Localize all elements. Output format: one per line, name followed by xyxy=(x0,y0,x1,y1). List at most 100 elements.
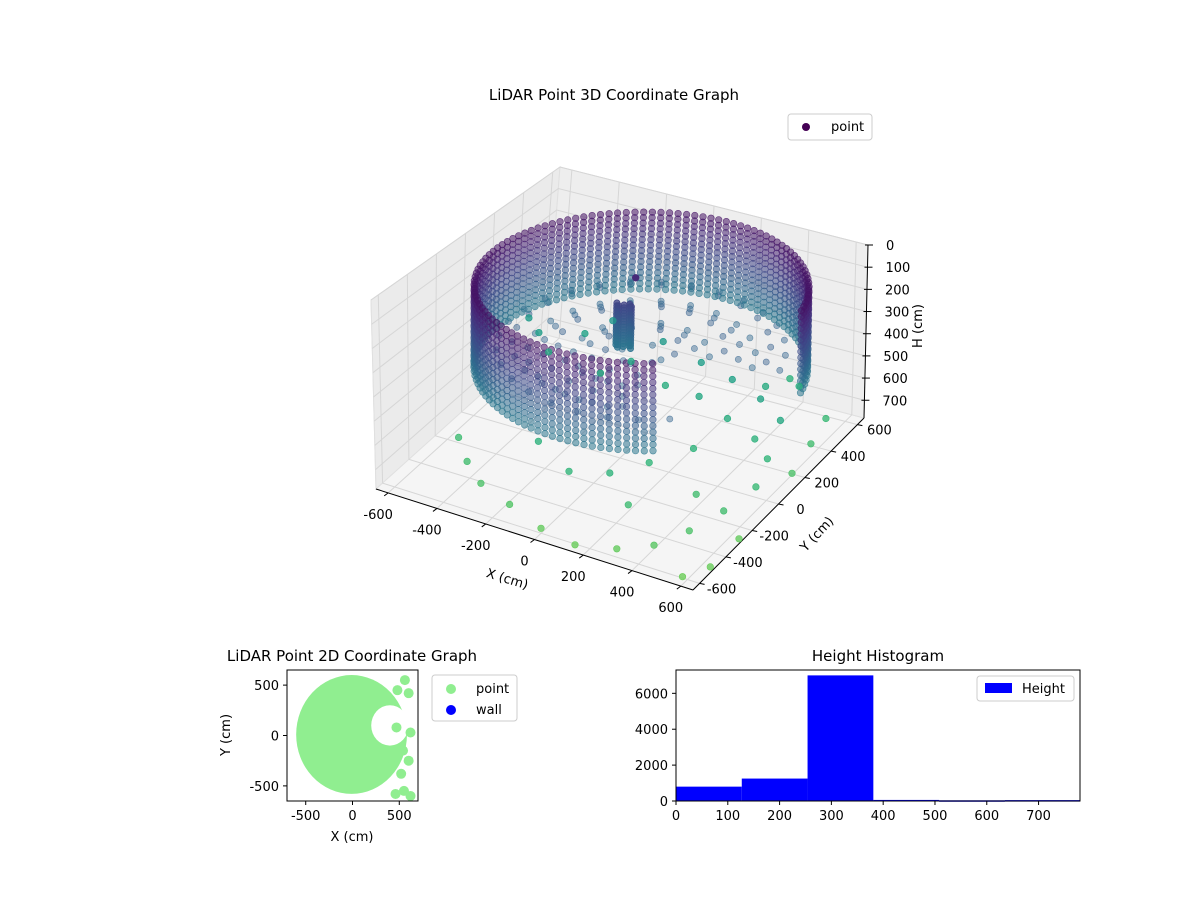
floor-point xyxy=(707,319,715,327)
wall-point xyxy=(533,390,542,398)
scatter-point xyxy=(728,375,736,384)
floor-point xyxy=(713,309,720,317)
wall-point xyxy=(572,439,580,447)
scatter-point xyxy=(756,395,765,403)
wall-point xyxy=(533,353,541,361)
hx-tick-label: 700 xyxy=(1026,809,1051,824)
pillar-point xyxy=(626,344,634,352)
wall-point xyxy=(563,418,572,426)
wall-point xyxy=(640,428,648,436)
y-tick-mark xyxy=(857,424,863,427)
wall-point xyxy=(520,372,528,380)
wall-point xyxy=(649,397,657,405)
wall-point xyxy=(520,396,529,405)
wall-point xyxy=(541,405,549,413)
wall-point xyxy=(631,409,639,417)
wall-point xyxy=(614,389,622,398)
wall-point xyxy=(571,352,579,360)
scatter-point xyxy=(606,469,614,477)
x-tick-label: -400 xyxy=(412,523,442,538)
wall-point xyxy=(592,288,601,296)
x-tick-mark xyxy=(481,523,487,528)
floor-point xyxy=(559,328,566,336)
wall-point xyxy=(580,422,588,430)
wall-point xyxy=(580,409,588,418)
wall-point xyxy=(579,354,587,362)
scatter-point xyxy=(571,541,579,549)
wall-point xyxy=(514,393,522,401)
wall-point xyxy=(622,396,631,405)
wall-point xyxy=(649,378,657,387)
wall-point xyxy=(588,405,596,413)
hx-tick-label: 200 xyxy=(767,809,792,824)
wall-point xyxy=(520,402,529,411)
wall-point xyxy=(555,360,563,368)
scatter-point xyxy=(525,314,533,322)
wall-point xyxy=(533,371,541,380)
floor-point xyxy=(657,319,665,327)
hy-tick-label: 0 xyxy=(660,795,668,810)
wall-point xyxy=(640,378,648,387)
z-tick-label: 700 xyxy=(882,394,907,409)
z-tick-label: 100 xyxy=(885,261,910,276)
wall-point xyxy=(555,404,564,412)
x-tick-mark xyxy=(383,492,389,497)
wall-point xyxy=(670,286,678,294)
wall-point xyxy=(649,372,657,380)
wall-point xyxy=(588,380,596,388)
wall-point xyxy=(580,434,588,443)
floor-point xyxy=(764,328,772,336)
wall-point xyxy=(571,383,579,391)
wall-point xyxy=(601,287,609,295)
wall-point xyxy=(526,350,534,358)
scatter-point xyxy=(735,535,743,543)
chart3d-title: LiDAR Point 3D Coordinate Graph xyxy=(489,86,739,104)
floor-point xyxy=(733,321,740,328)
wall-point xyxy=(588,423,596,432)
wall-point xyxy=(534,427,542,435)
wall-point xyxy=(614,396,622,404)
x-tick-mark xyxy=(627,570,633,574)
wall-point xyxy=(614,445,622,454)
pillar-top-point xyxy=(631,274,640,282)
floor-point xyxy=(782,351,789,359)
scatter-point xyxy=(723,414,732,423)
floor-point xyxy=(605,332,613,340)
scatter-point xyxy=(807,440,815,448)
wall-point xyxy=(587,355,596,363)
wall-point xyxy=(631,384,639,393)
scatter-point xyxy=(455,433,463,442)
wall-point xyxy=(579,360,587,368)
wall-point xyxy=(556,416,564,424)
wall-point xyxy=(605,426,613,434)
wall-point xyxy=(649,416,657,424)
scatter-point xyxy=(624,501,632,509)
wall-point xyxy=(520,384,528,392)
wall-point xyxy=(640,372,648,380)
wall-point xyxy=(541,423,549,432)
wall-point xyxy=(527,424,535,432)
wall-point xyxy=(518,308,526,316)
wall-point xyxy=(588,367,596,376)
floor-point xyxy=(727,326,735,334)
x-tick-mark xyxy=(530,539,535,543)
wall-point xyxy=(524,305,533,313)
y-tick-mark xyxy=(725,556,731,559)
point-marker xyxy=(392,685,403,696)
wall-point xyxy=(514,381,522,389)
floor-point xyxy=(754,314,761,322)
wall-point xyxy=(605,370,613,378)
scatter-point xyxy=(596,369,605,377)
y-axis-label: Y (cm) xyxy=(797,514,837,556)
wall-point xyxy=(571,395,580,403)
grid-x xyxy=(680,241,857,587)
wall-point xyxy=(533,347,541,355)
wall-point xyxy=(587,361,596,369)
wall-point xyxy=(687,288,695,296)
wall-point xyxy=(534,408,542,417)
hx-tick-label: 0 xyxy=(672,809,680,824)
histogram-bar xyxy=(807,675,874,801)
wall-point xyxy=(596,419,605,427)
wall-point xyxy=(640,441,648,449)
